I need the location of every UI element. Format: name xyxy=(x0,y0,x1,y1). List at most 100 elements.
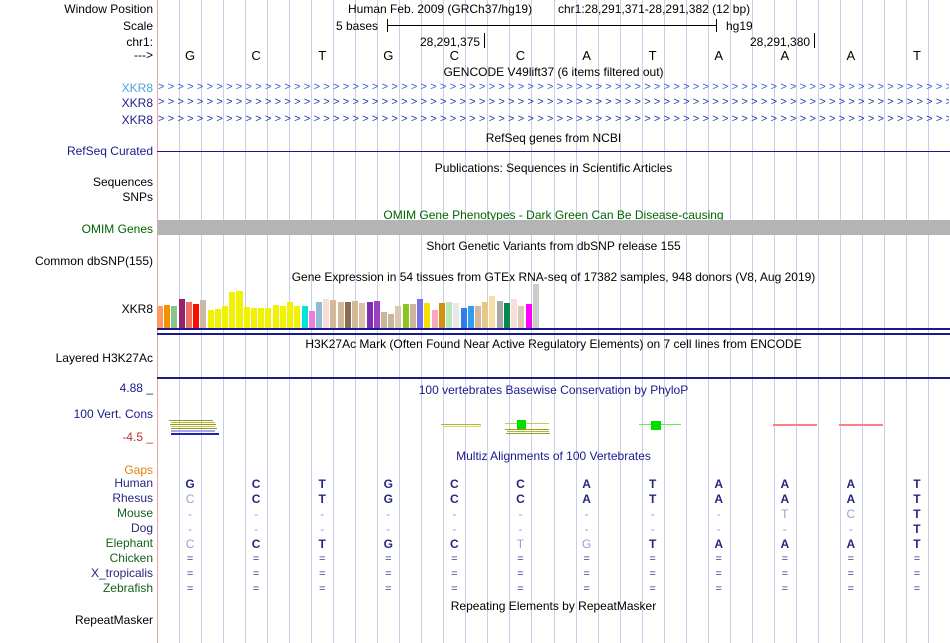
dbsnp-label[interactable]: Common dbSNP(155) xyxy=(34,254,153,268)
gtex-tissue-bar[interactable] xyxy=(381,312,388,328)
gtex-tissue-bar[interactable] xyxy=(279,306,286,328)
gtex-tissue-bar[interactable] xyxy=(409,303,416,328)
alignment-base: = xyxy=(781,568,788,580)
gtex-tissue-bar[interactable] xyxy=(294,306,301,328)
gtex-tissue-bar[interactable] xyxy=(287,301,294,328)
gtex-tissue-bar[interactable] xyxy=(214,309,221,328)
gtex-tissue-bar[interactable] xyxy=(373,300,380,328)
gtex-tissue-bar[interactable] xyxy=(503,302,510,328)
gtex-tissue-bar[interactable] xyxy=(453,302,460,328)
gtex-tissue-bar[interactable] xyxy=(402,303,409,328)
gtex-tissue-bar[interactable] xyxy=(265,308,272,328)
gtex-tissue-bar[interactable] xyxy=(164,304,171,328)
gencode-item-label-2[interactable]: XKR8 xyxy=(121,96,153,110)
gencode-transcript-arrows-3[interactable]: >>>>>>>>>>>>>>>>>>>>>>>>>>>>>>>>>>>>>>>>… xyxy=(158,114,949,125)
alignment-base: = xyxy=(583,553,590,565)
gtex-tissue-bar[interactable] xyxy=(467,305,474,328)
refseq-feature-bar[interactable] xyxy=(157,151,950,152)
gtex-tissue-bar[interactable] xyxy=(474,306,481,328)
species-label-mouse[interactable]: Mouse xyxy=(116,506,153,520)
species-label-chicken[interactable]: Chicken xyxy=(109,551,153,565)
sequence-base: T xyxy=(318,48,327,63)
gtex-tissue-bar[interactable] xyxy=(518,306,525,328)
gtex-tissue-bar[interactable] xyxy=(525,303,532,328)
gtex-tissue-bar[interactable] xyxy=(344,301,351,328)
gtex-tissue-bar[interactable] xyxy=(359,302,366,328)
conservation-label[interactable]: 100 Vert. Cons xyxy=(73,407,153,421)
gtex-tissue-bar[interactable] xyxy=(236,290,243,328)
gtex-tissue-bar[interactable] xyxy=(157,306,164,328)
gtex-tissue-bar[interactable] xyxy=(417,298,424,328)
gtex-tissue-bar[interactable] xyxy=(460,308,467,328)
gtex-tissue-bar[interactable] xyxy=(200,299,207,328)
gtex-tissue-bar[interactable] xyxy=(366,301,373,328)
refseq-curated-label[interactable]: RefSeq Curated xyxy=(66,144,153,158)
gtex-tissue-bar[interactable] xyxy=(395,306,402,328)
gtex-tissue-bar[interactable] xyxy=(438,302,445,328)
gtex-tissue-bar[interactable] xyxy=(308,311,315,328)
gtex-tissue-bar[interactable] xyxy=(171,306,178,328)
gtex-tissue-bar[interactable] xyxy=(315,301,322,328)
gencode-item-label-1[interactable]: XKR8 xyxy=(121,81,153,95)
assembly-name: Human Feb. 2009 (GRCh37/hg19) xyxy=(348,2,533,16)
gtex-tissue-bar[interactable] xyxy=(258,308,265,328)
gtex-tissue-bar[interactable] xyxy=(222,306,229,328)
gtex-tissue-bar[interactable] xyxy=(243,307,250,328)
species-label-human[interactable]: Human xyxy=(114,476,153,490)
gencode-transcript-arrows-1[interactable]: >>>>>>>>>>>>>>>>>>>>>>>>>>>>>>>>>>>>>>>>… xyxy=(158,82,949,93)
species-label-zebrafish[interactable]: Zebrafish xyxy=(102,581,153,595)
multiz-gaps-label[interactable]: Gaps xyxy=(124,463,153,477)
gtex-tissue-bar[interactable] xyxy=(207,310,214,328)
gtex-tissue-bar[interactable] xyxy=(489,295,496,328)
gtex-tissue-bar[interactable] xyxy=(482,301,489,328)
gtex-tissue-bar[interactable] xyxy=(337,301,344,328)
gtex-tissue-bar[interactable] xyxy=(388,314,395,328)
gtex-tissue-bar[interactable] xyxy=(431,310,438,328)
gtex-tissue-bar[interactable] xyxy=(229,291,236,328)
gtex-tissue-bar[interactable] xyxy=(330,299,337,328)
gtex-tissue-bar[interactable] xyxy=(193,303,200,328)
gtex-tissue-bar[interactable] xyxy=(424,302,431,328)
gencode-transcript-arrows-2[interactable]: >>>>>>>>>>>>>>>>>>>>>>>>>>>>>>>>>>>>>>>>… xyxy=(158,97,949,108)
gtex-tissue-bar[interactable] xyxy=(496,300,503,328)
alignment-row[interactable]: = = = = = = = = = = = = xyxy=(0,552,950,567)
alignment-base: = xyxy=(517,553,524,565)
h3k27ac-top-rule xyxy=(157,333,950,335)
gtex-gene-label[interactable]: XKR8 xyxy=(121,302,153,316)
alignment-row[interactable]: = = = = = = = = = = = = xyxy=(0,582,950,597)
h3k27ac-label[interactable]: Layered H3K27Ac xyxy=(55,351,153,365)
publications-snps-label[interactable]: SNPs xyxy=(122,190,153,204)
gtex-expression-barchart[interactable] xyxy=(157,283,540,328)
gtex-tissue-bar[interactable] xyxy=(301,305,308,328)
alignment-base: T xyxy=(648,477,657,491)
species-label-x_tropicalis[interactable]: X_tropicalis xyxy=(90,566,153,580)
gtex-tissue-bar[interactable] xyxy=(272,304,279,328)
gtex-tissue-bar[interactable] xyxy=(178,298,185,328)
alignment-row[interactable]: = = = = = = = = = = = = xyxy=(0,567,950,582)
species-label-dog[interactable]: Dog xyxy=(130,521,153,535)
species-label-elephant[interactable]: Elephant xyxy=(105,536,153,550)
cons-mark xyxy=(169,420,213,421)
alignment-base: C xyxy=(450,477,459,491)
publications-sequences-label[interactable]: Sequences xyxy=(92,175,153,189)
gtex-tissue-bar[interactable] xyxy=(250,308,257,328)
omim-feature-bar[interactable] xyxy=(157,220,950,235)
alignment-base: C xyxy=(251,537,261,551)
alignment-row[interactable]: -----------T xyxy=(0,522,950,537)
omim-genes-label[interactable]: OMIM Genes xyxy=(81,222,153,236)
gtex-tissue-bar[interactable] xyxy=(352,300,359,328)
species-label-rhesus[interactable]: Rhesus xyxy=(112,491,153,505)
alignment-base: T xyxy=(913,537,921,551)
conservation-plot[interactable] xyxy=(157,378,950,440)
repeatmasker-label[interactable]: RepeatMasker xyxy=(74,613,153,627)
gtex-tissue-bar[interactable] xyxy=(185,301,192,328)
gencode-item-label-3[interactable]: XKR8 xyxy=(121,113,153,127)
gtex-tissue-bar[interactable] xyxy=(532,283,539,328)
gtex-tissue-bar[interactable] xyxy=(323,298,330,328)
gtex-tissue-bar[interactable] xyxy=(446,301,453,328)
gtex-tissue-bar[interactable] xyxy=(511,298,518,328)
